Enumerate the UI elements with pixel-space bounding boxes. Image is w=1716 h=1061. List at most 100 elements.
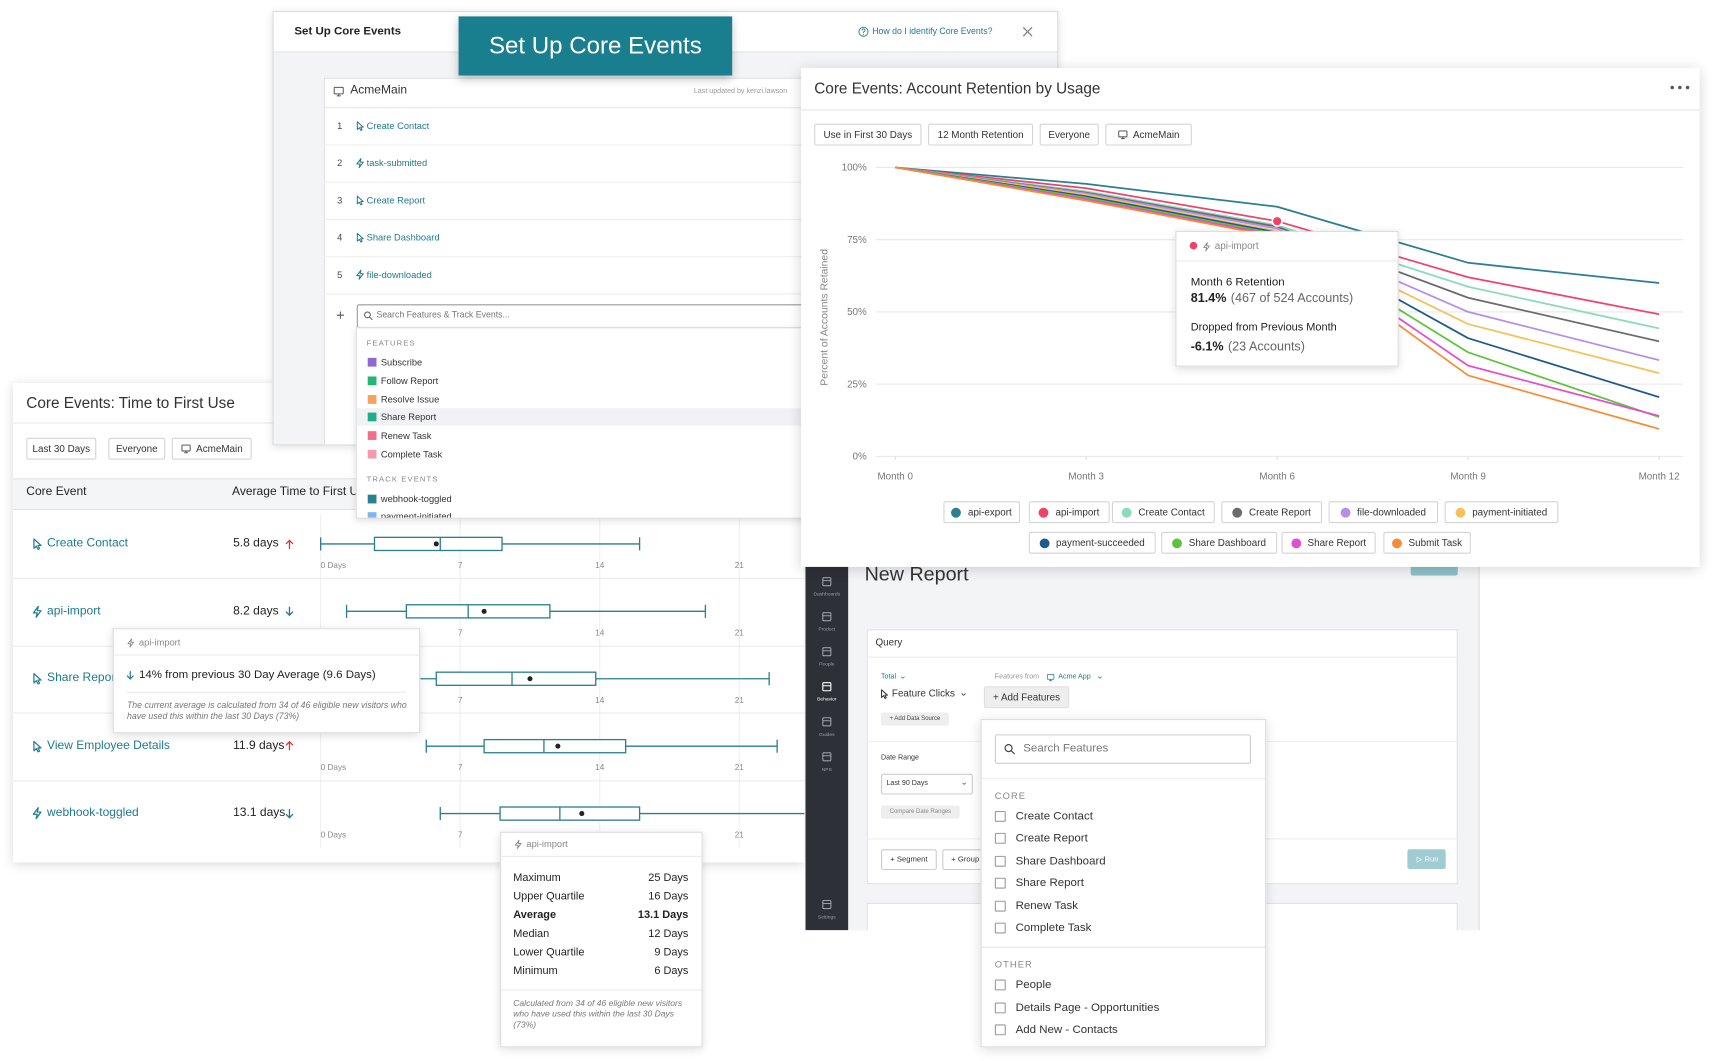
compare-ranges[interactable]: Compare Date Ranges <box>880 805 960 819</box>
app-select[interactable]: Acme App <box>1058 673 1091 681</box>
checkbox[interactable] <box>994 1024 1006 1036</box>
checkbox[interactable] <box>994 922 1006 934</box>
feature-option[interactable]: Subscribe <box>380 356 423 368</box>
icon-svg <box>822 611 832 621</box>
feature-option[interactable]: Add New - Contacts <box>1015 1022 1118 1037</box>
legend-item[interactable]: Share Report <box>1281 531 1376 554</box>
date-select[interactable] <box>880 773 973 795</box>
feature-option[interactable]: Share Report <box>1015 876 1084 890</box>
label: + Group <box>951 855 980 864</box>
segment-button[interactable]: + Segment <box>880 849 937 871</box>
icon-track <box>1202 241 1212 251</box>
checkbox[interactable] <box>994 877 1006 889</box>
section-heading: TRACK EVENTS <box>366 475 439 484</box>
checkbox[interactable] <box>994 855 1006 867</box>
filter-pill[interactable]: Last 30 Days <box>26 437 97 460</box>
help-link[interactable]: How do I identify Core Events? <box>872 26 993 37</box>
track-option[interactable]: payment-initiated <box>380 510 452 519</box>
icon-shape <box>822 576 832 586</box>
legend-item[interactable]: Submit Task <box>1383 531 1471 554</box>
icon-shape <box>356 158 364 169</box>
menu-dot <box>1685 85 1690 90</box>
sidebar-label: People <box>819 661 835 667</box>
event-name[interactable]: Create Contact <box>47 536 129 550</box>
event-name[interactable]: Share Report <box>47 671 119 685</box>
icon-square[interactable] <box>821 680 833 692</box>
icon-chev <box>961 780 968 787</box>
event-name[interactable]: Create Report <box>366 194 426 206</box>
feature-option[interactable]: Create Report <box>1015 831 1088 845</box>
icon-square[interactable] <box>821 645 833 657</box>
tooltip-note: The current average is calculated from 3… <box>126 700 407 722</box>
event-name[interactable]: webhook-toggled <box>47 806 139 820</box>
filter-pill[interactable]: AcmeMain <box>1105 123 1192 146</box>
icon-close[interactable] <box>1021 25 1034 38</box>
icon-square[interactable] <box>821 715 833 727</box>
icon-svg <box>822 899 832 909</box>
legend-item[interactable]: Share Dashboard <box>1161 531 1278 554</box>
event-name[interactable]: Create Contact <box>366 120 430 132</box>
event-name[interactable]: Share Dashboard <box>366 231 440 243</box>
legend-swatch <box>951 507 962 518</box>
x-tick-label: 21 <box>735 831 745 840</box>
setup-button[interactable]: Set Up Core Events <box>458 16 733 76</box>
icon-square[interactable] <box>821 610 833 622</box>
feature-option[interactable]: Follow Report <box>380 375 439 386</box>
panel-title: Core Events: Time to First Use <box>26 393 235 412</box>
feature-option[interactable]: Complete Task <box>380 448 443 460</box>
feature-option[interactable]: Share Dashboard <box>1015 854 1106 868</box>
feature-option[interactable]: Details Page - Opportunities <box>1015 1000 1160 1014</box>
icon-track <box>355 158 366 169</box>
icon-plus[interactable] <box>335 310 346 321</box>
y-tick-label: 75% <box>847 235 867 246</box>
search-box[interactable] <box>994 734 1251 764</box>
track-option[interactable]: webhook-toggled <box>380 493 452 505</box>
checkbox[interactable] <box>994 810 1006 822</box>
feature-option[interactable]: Create Contact <box>1015 809 1093 823</box>
feature-option[interactable]: Share Report <box>380 411 437 423</box>
filter-pill[interactable]: Use in First 30 Days <box>814 123 922 146</box>
metric[interactable]: Feature Clicks <box>891 687 955 699</box>
feature-option[interactable]: Complete Task <box>1015 921 1092 935</box>
legend-item[interactable]: Create Contact <box>1111 501 1215 524</box>
add-data-source[interactable]: + Add Data Source <box>880 712 949 726</box>
filter-pill[interactable]: 12 Month Retention <box>928 123 1034 146</box>
legend-item[interactable]: api-import <box>1028 501 1110 524</box>
checkbox[interactable] <box>994 1001 1006 1013</box>
feature-option[interactable]: People <box>1015 978 1052 992</box>
tooltip-value-line: 81.4% (467 of 524 Accounts) <box>1191 292 1354 307</box>
legend-item[interactable]: payment-succeeded <box>1028 531 1156 554</box>
x-tick-label: 21 <box>735 561 745 570</box>
icon-svg <box>127 637 135 647</box>
checkbox[interactable] <box>994 900 1006 912</box>
mean-dot <box>481 608 487 614</box>
event-name[interactable]: api-import <box>47 604 101 618</box>
checkbox[interactable] <box>994 833 1006 845</box>
icon-square[interactable] <box>821 898 833 910</box>
color-swatch <box>367 394 377 404</box>
icon-square[interactable] <box>821 750 833 762</box>
add-features[interactable]: + Add Features <box>983 686 1070 709</box>
legend-item[interactable]: payment-initiated <box>1444 501 1559 524</box>
box <box>405 604 551 619</box>
filter-pill[interactable]: AcmeMain <box>171 437 252 460</box>
event-name[interactable]: file-downloaded <box>366 269 432 281</box>
search-placeholder: Search Features <box>1023 741 1109 755</box>
checkbox[interactable] <box>994 979 1006 991</box>
legend-item[interactable]: Create Report <box>1221 501 1323 524</box>
legend-item[interactable]: file-downloaded <box>1328 501 1439 524</box>
filter-pill[interactable]: Everyone <box>1039 123 1099 146</box>
feature-option[interactable]: Renew Task <box>1015 898 1079 912</box>
filter-pill[interactable]: Everyone <box>108 437 166 460</box>
metric-type[interactable]: Total <box>880 673 897 681</box>
feature-option[interactable]: Renew Task <box>380 430 432 442</box>
legend-item[interactable]: api-export <box>943 501 1020 524</box>
run-button[interactable]: Run <box>1407 849 1446 869</box>
mean-dot <box>555 743 561 749</box>
event-name[interactable]: task-submitted <box>366 157 428 169</box>
icon-square[interactable] <box>821 575 833 587</box>
icon-chev <box>900 674 907 681</box>
event-name[interactable]: View Employee Details <box>47 738 170 753</box>
feature-option[interactable]: Resolve Issue <box>380 393 440 405</box>
icon-svg <box>33 538 42 550</box>
